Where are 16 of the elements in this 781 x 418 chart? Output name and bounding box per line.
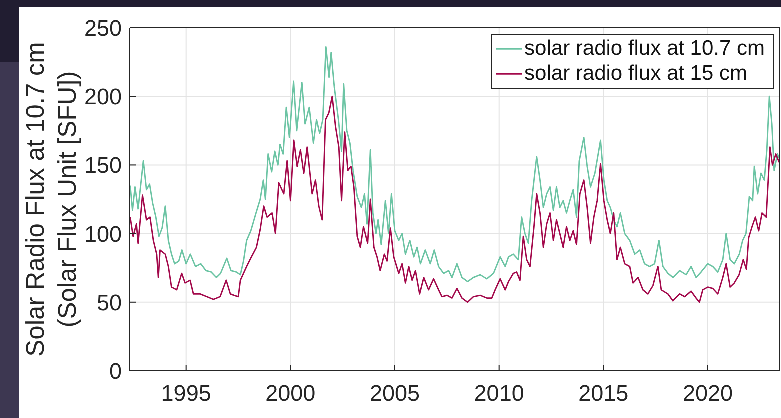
line-series [130, 96, 780, 304]
y-tick-label: 0 [109, 358, 122, 384]
legend-label: solar radio flux at 10.7 cm [524, 36, 765, 61]
x-tick-label: 2020 [682, 380, 734, 406]
y-tick-label: 200 [84, 84, 122, 110]
y-tick-label: 50 [96, 290, 122, 316]
x-tick-label: 2005 [370, 380, 420, 406]
y-tick-label: 150 [84, 153, 122, 178]
x-tick-label: 2010 [474, 380, 524, 406]
x-tick-label: 2015 [578, 380, 629, 406]
x-tick-label: 2000 [266, 380, 316, 406]
x-tick-label: 1995 [161, 380, 212, 406]
y-axis-title: Solar Radio Flux at 10.7 cm (Solar Flux Unit [SFU]) [22, 42, 82, 357]
y-tick-label: 100 [84, 222, 122, 247]
y-tick-label: 250 [84, 16, 122, 41]
legend-label: solar radio flux at 15 cm [524, 61, 748, 86]
